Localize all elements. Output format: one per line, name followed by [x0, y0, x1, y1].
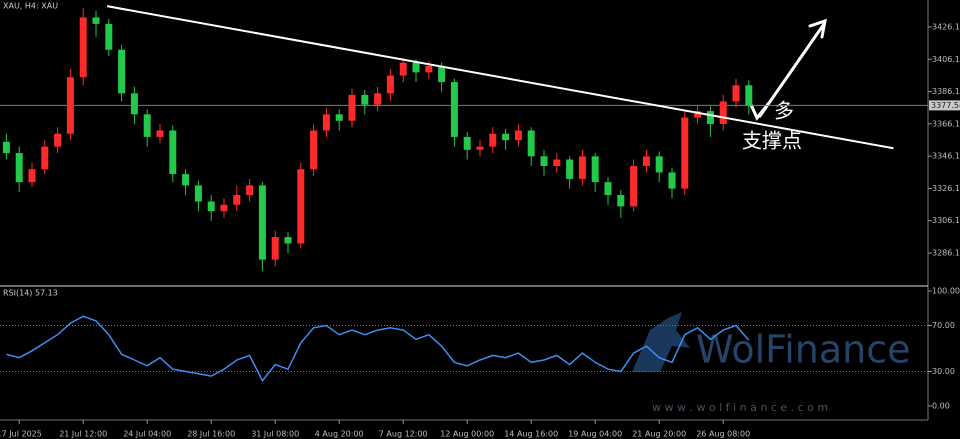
- candle-body: [28, 169, 36, 183]
- candle-body: [130, 93, 138, 115]
- annotation: 多: [774, 99, 794, 123]
- candle-body: [553, 159, 561, 166]
- candle-body: [412, 62, 420, 73]
- candle-body: [732, 85, 740, 102]
- candle-body: [399, 62, 407, 76]
- candle-body: [15, 153, 23, 183]
- candle-body: [246, 185, 254, 196]
- candle-body: [463, 136, 471, 150]
- candle-body: [694, 111, 702, 118]
- candle-body: [642, 156, 650, 166]
- candle-body: [220, 204, 228, 212]
- rsi-title: RSI(14) 57.13: [3, 289, 58, 298]
- candle-body: [182, 174, 190, 186]
- annotation: 支撑点: [742, 129, 802, 153]
- candle-body: [143, 114, 151, 137]
- candle-body: [194, 185, 202, 202]
- candle-body: [233, 195, 241, 205]
- logo-shape: [632, 312, 690, 372]
- candle-body: [438, 65, 446, 83]
- candle-body: [578, 156, 586, 179]
- candle-body: [348, 94, 356, 121]
- rsi-tick-label: 0.00: [932, 402, 950, 411]
- y-tick-label: 3326.10: [932, 184, 960, 193]
- candle-body: [745, 85, 753, 106]
- y-tick-label: 3406.10: [932, 55, 960, 64]
- x-tick-label: 31 Jul 08:00: [251, 430, 299, 439]
- rsi-tick-label: 100.00: [932, 287, 960, 296]
- candle-body: [604, 182, 612, 196]
- candle-body: [540, 156, 548, 166]
- candle-body: [514, 130, 522, 141]
- candle-body: [322, 114, 330, 131]
- candle-body: [156, 130, 164, 137]
- x-tick-label: 4 Aug 20:00: [315, 430, 364, 439]
- x-tick-label: 7 Aug 12:00: [379, 430, 428, 439]
- y-tick-label: 3306.10: [932, 216, 960, 225]
- candle-body: [566, 159, 574, 179]
- candle-body: [258, 185, 266, 260]
- candle-body: [706, 111, 714, 125]
- x-tick-label: 28 Jul 16:00: [187, 430, 235, 439]
- candle-body: [617, 195, 625, 207]
- x-tick-label: 17 Jul 2025: [0, 430, 42, 439]
- candle-body: [105, 23, 113, 50]
- candle-body: [655, 156, 663, 173]
- arrow-head: [808, 18, 827, 39]
- up-arrow: [758, 22, 826, 118]
- candle-body: [630, 165, 638, 207]
- candle-body: [386, 75, 394, 94]
- x-tick-label: 24 Jul 04:00: [123, 430, 171, 439]
- candle-body: [335, 114, 343, 121]
- candle-body: [54, 133, 62, 147]
- current-price-box: [929, 100, 960, 111]
- rsi-tick-label: 30.00: [932, 367, 955, 376]
- candle-body: [207, 201, 215, 212]
- candle-body: [66, 77, 74, 134]
- x-tick-label: 12 Aug 00:00: [440, 430, 494, 439]
- chart-title: XAU, H4: XAU: [3, 2, 58, 11]
- y-tick-label: 3366.10: [932, 119, 960, 128]
- candle-body: [361, 94, 369, 105]
- rsi-tick-label: 70.00: [932, 321, 955, 330]
- candle-body: [425, 65, 433, 73]
- candle-body: [591, 156, 599, 183]
- y-tick-label: 3286.10: [932, 249, 960, 258]
- x-tick-label: 21 Aug 20:00: [632, 430, 686, 439]
- x-tick-label: 14 Aug 16:00: [504, 430, 558, 439]
- candle-body: [92, 17, 100, 24]
- watermark-url: w w w . w o l f i n a n c e . c o m: [652, 401, 828, 414]
- candle-body: [271, 237, 279, 260]
- x-tick-label: 26 Aug 08:00: [696, 430, 750, 439]
- y-tick-label: 3386.10: [932, 87, 960, 96]
- y-tick-label: 3346.10: [932, 152, 960, 161]
- candle-body: [719, 101, 727, 125]
- trendline: [106, 5, 894, 150]
- candle-body: [450, 82, 458, 137]
- candle-body: [489, 133, 497, 147]
- candle-body: [502, 133, 510, 141]
- candle-body: [2, 141, 10, 154]
- x-tick-label: 19 Aug 04:00: [568, 430, 622, 439]
- current-price-label: 3377.54: [931, 101, 960, 110]
- y-tick-label: 3426.10: [932, 22, 960, 31]
- candle-body: [284, 237, 292, 244]
- candle-body: [41, 146, 49, 170]
- candle-body: [681, 117, 689, 189]
- candle-body: [527, 130, 535, 157]
- x-tick-label: 21 Jul 12:00: [59, 430, 107, 439]
- candle-body: [297, 169, 305, 244]
- watermark-text: WolFinance: [696, 328, 911, 372]
- candle-body: [169, 130, 177, 175]
- candle-body: [79, 17, 87, 78]
- candle-body: [668, 172, 676, 189]
- candle-body: [310, 130, 318, 170]
- candle-body: [118, 49, 126, 94]
- candle-body: [476, 146, 484, 150]
- candle-body: [374, 93, 382, 105]
- rsi-line: [6, 315, 750, 383]
- watermark-logo: [632, 312, 690, 372]
